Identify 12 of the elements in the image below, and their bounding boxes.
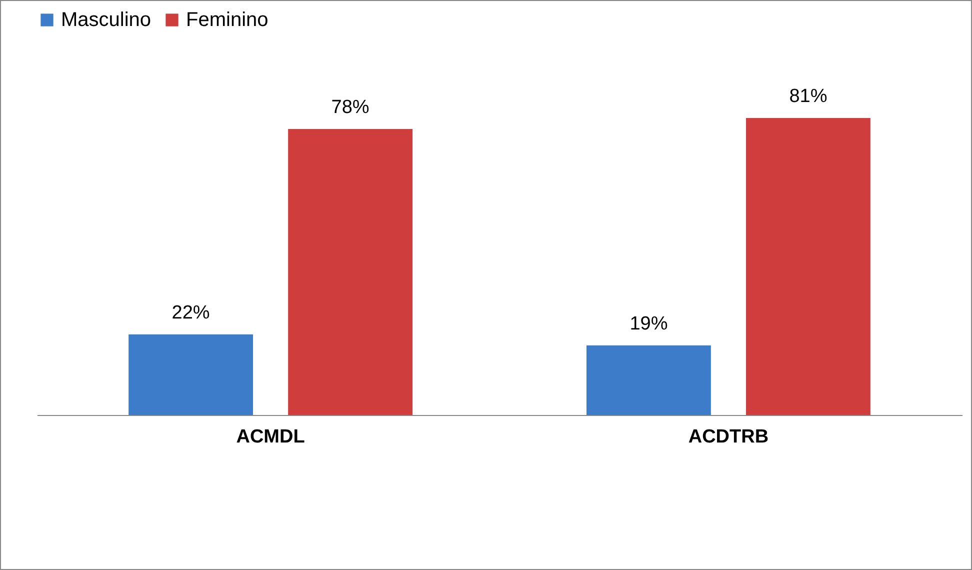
bar bbox=[746, 118, 870, 415]
bar bbox=[586, 345, 711, 415]
bar bbox=[288, 129, 412, 415]
legend-label: Feminino bbox=[186, 9, 268, 31]
data-label: 78% bbox=[331, 97, 370, 118]
data-label: 19% bbox=[630, 313, 668, 334]
x-tick-label: ACMDL bbox=[236, 426, 306, 448]
x-tick-label: ACDTRB bbox=[688, 426, 769, 448]
data-label: 81% bbox=[789, 86, 828, 107]
data-label: 22% bbox=[172, 302, 210, 324]
legend-label: Masculino bbox=[61, 9, 152, 31]
bar bbox=[128, 334, 253, 415]
